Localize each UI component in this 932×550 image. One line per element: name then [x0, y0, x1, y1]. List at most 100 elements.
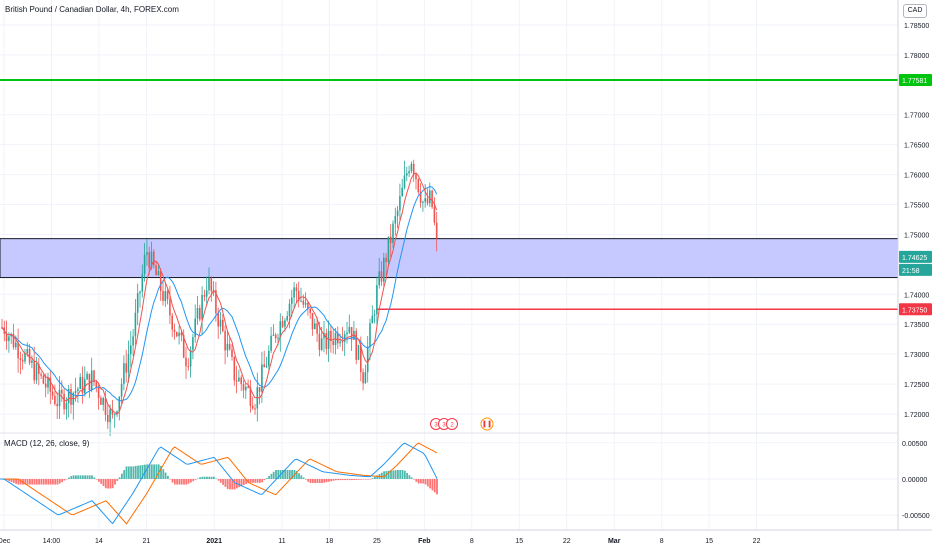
- macd-histogram-bar: [309, 478, 312, 484]
- macd-histogram-bar: [247, 478, 250, 483]
- time-tick-label: 15: [705, 538, 713, 545]
- candle: [399, 196, 401, 211]
- macd-histogram-bar: [413, 478, 415, 480]
- macd-histogram-bar: [192, 478, 195, 482]
- macd-histogram-bar: [429, 478, 431, 489]
- time-axis[interactable]: Dec 14:00 14 21 2021 11 18 25 Feb 8 15 22 Mar 8 15 22: [0, 538, 761, 545]
- macd-histogram-bar: [371, 478, 374, 479]
- macd-histogram-bar: [420, 478, 422, 484]
- candle: [203, 295, 206, 297]
- price-tick-label: 1.74000: [904, 292, 929, 299]
- macd-histogram-bar: [433, 478, 436, 493]
- candle: [93, 370, 95, 383]
- price-axis[interactable]: 1.78500 1.78000 1.77000 1.76500 1.76000 1.755…: [902, 23, 930, 520]
- macd-histogram-bar: [295, 471, 298, 479]
- candle: [422, 201, 424, 203]
- candle: [189, 349, 192, 367]
- candle: [348, 327, 351, 333]
- macd-histogram-bar: [31, 478, 34, 485]
- time-tick-label: 8: [470, 538, 474, 545]
- candle: [403, 175, 406, 188]
- earnings-badge[interactable]: [446, 418, 458, 430]
- candle: [61, 389, 63, 394]
- candle: [118, 396, 121, 412]
- time-tick-label: 25: [373, 538, 381, 545]
- candle: [143, 254, 146, 275]
- macd-signal-line: [0, 442, 438, 525]
- candle: [56, 403, 58, 407]
- macd-histogram-bar: [229, 478, 231, 490]
- macd-title[interactable]: MACD (12, 26, close, 9): [4, 439, 90, 448]
- candle: [355, 330, 357, 360]
- candle: [159, 271, 162, 292]
- macd-histogram-bar: [10, 478, 13, 482]
- candle: [58, 389, 61, 407]
- macd-histogram-bar: [355, 478, 358, 480]
- macd-histogram-bar: [49, 478, 52, 485]
- macd-histogram-bar: [56, 478, 59, 485]
- symbol-title[interactable]: British Pound / Canadian Dollar, 4h, FOR…: [5, 5, 179, 14]
- candle: [28, 349, 31, 363]
- macd-histogram-bar: [111, 478, 114, 489]
- candle: [304, 302, 307, 305]
- candle: [100, 397, 102, 405]
- macd-histogram-bar: [19, 478, 22, 485]
- candle: [215, 290, 217, 314]
- candle: [162, 291, 164, 302]
- macd-histogram-bar: [298, 473, 300, 479]
- candle: [123, 363, 125, 384]
- candle: [424, 198, 426, 202]
- macd-histogram-bar: [291, 470, 293, 479]
- price-label-tag: [899, 263, 932, 276]
- macd-histogram-bar: [100, 478, 103, 484]
- macd-histogram-bar: [238, 478, 241, 488]
- candle: [194, 318, 196, 338]
- candle: [270, 335, 272, 351]
- macd-histogram-bar: [357, 478, 360, 480]
- candle: [24, 353, 26, 362]
- candle: [318, 333, 321, 350]
- candle: [376, 285, 378, 315]
- candle: [412, 163, 415, 175]
- macd-histogram-bar: [116, 478, 119, 481]
- candle: [205, 290, 208, 297]
- candle: [15, 342, 17, 348]
- candle: [233, 356, 236, 381]
- macd-histogram-bar: [134, 466, 137, 479]
- macd-histogram-bar: [408, 475, 411, 479]
- candle: [385, 257, 387, 263]
- macd-histogram-bar: [242, 478, 245, 486]
- candle: [429, 190, 431, 204]
- macd-histogram-bar: [68, 477, 70, 479]
- macd-histogram-bar: [374, 476, 376, 479]
- macd-histogram-bar: [213, 476, 215, 479]
- candle: [164, 291, 167, 302]
- demand-zone[interactable]: [0, 238, 899, 279]
- macd-histogram-bar: [155, 464, 158, 479]
- candle: [157, 271, 160, 276]
- macd-histogram-bar: [334, 478, 337, 481]
- candle: [238, 377, 240, 382]
- candle: [396, 210, 399, 217]
- candle: [26, 349, 29, 354]
- candle: [33, 360, 35, 381]
- price-label: 1.74625: [902, 255, 927, 262]
- currency-button[interactable]: CAD: [903, 4, 927, 18]
- macd-histogram-bar: [217, 478, 220, 481]
- candle: [366, 346, 369, 373]
- macd-histogram-bar: [141, 465, 144, 479]
- candle: [265, 365, 268, 368]
- candle: [169, 299, 171, 316]
- candle: [235, 380, 238, 382]
- earnings-badge-count: 2: [450, 423, 454, 429]
- macd-histogram-bar: [224, 478, 227, 487]
- price-tick-label: 1.76000: [904, 173, 929, 180]
- macd-histogram-bar: [415, 478, 418, 482]
- candle: [95, 382, 98, 387]
- candle: [79, 377, 81, 389]
- candle: [332, 340, 334, 345]
- macd-histogram-bar: [47, 478, 50, 485]
- macd-histogram-bar: [422, 478, 425, 484]
